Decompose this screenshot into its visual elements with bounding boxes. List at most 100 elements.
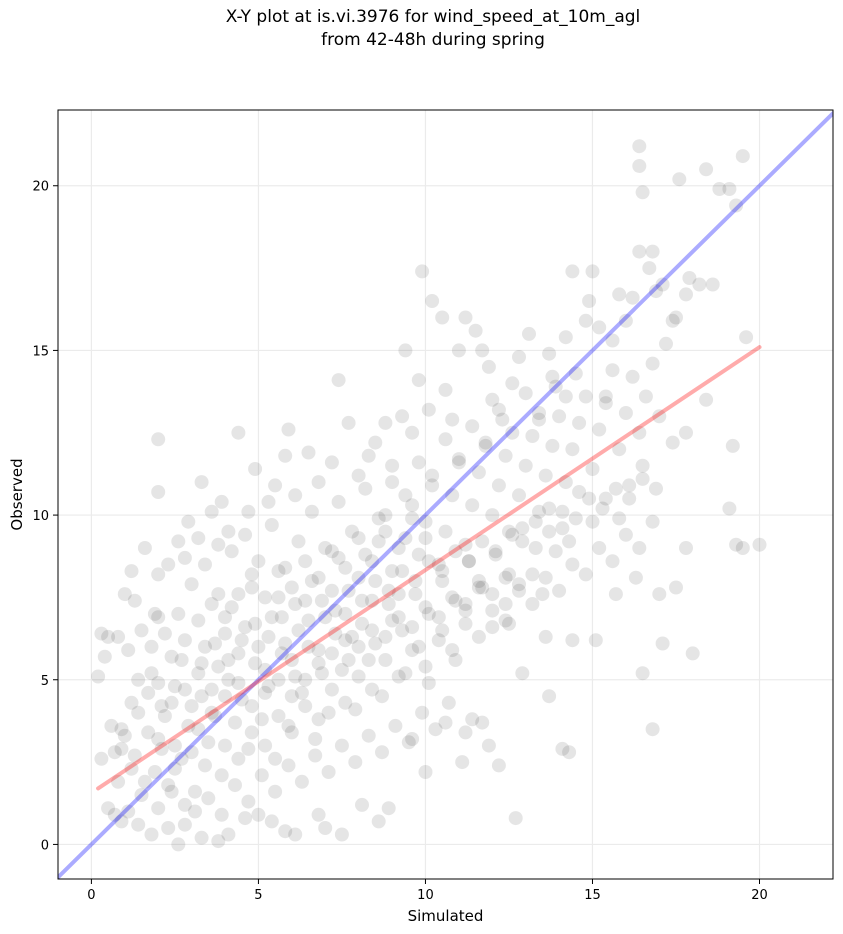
data-point [381,801,396,816]
data-point [334,662,349,677]
data-point [107,745,122,760]
data-point [435,574,450,588]
data-point [405,511,420,526]
plot-frame [57,109,834,880]
data-point [471,465,486,480]
y-tick-label: 20 [32,180,49,195]
data-point [421,606,436,621]
data-point [208,636,222,651]
data-point [598,389,613,404]
data-point [558,330,573,345]
data-point [542,346,557,361]
data-point [375,689,389,704]
data-point [121,804,136,819]
data-point [725,438,740,453]
data-point [274,646,289,661]
data-point [455,755,470,770]
data-point [361,448,376,463]
grid-lines [58,110,833,879]
data-point [351,531,366,546]
data-point [428,722,443,737]
data-point [391,587,406,602]
data-point [605,554,620,569]
chart-title: X-Y plot at is.vi.3976 for wind_speed_at… [0,6,843,52]
y-tick-label: 10 [32,509,49,524]
data-point [451,455,466,470]
data-point [445,488,460,503]
data-point [131,672,146,687]
data-point [512,350,526,364]
data-point [294,774,309,789]
data-point [498,613,513,628]
data-point [398,488,413,503]
data-point [254,768,269,783]
data-point [251,639,266,654]
data-point [712,182,727,196]
data-point [378,508,393,523]
data-point [445,412,460,427]
data-point [408,574,423,588]
data-point [411,639,426,654]
data-point [334,827,349,842]
data-point [568,511,583,526]
data-point [491,402,506,417]
data-point [415,705,430,720]
data-point [334,738,349,753]
data-point [542,524,557,539]
data-point [141,685,156,700]
data-point [248,462,263,476]
data-point [268,784,283,799]
data-point [104,718,119,733]
data-point [578,567,593,582]
data-point [167,679,182,694]
data-point [167,738,182,753]
data-point [324,682,339,697]
data-point [532,406,546,420]
data-point [729,198,744,213]
data-point [147,765,162,779]
data-point [481,738,496,753]
data-point [705,277,720,292]
data-point [548,379,563,394]
data-point [91,669,106,684]
data-point [268,751,283,766]
data-point [221,672,236,687]
data-point [164,784,179,799]
data-point [425,478,440,493]
data-point [161,557,176,572]
data-point [311,570,326,585]
data-point [97,649,112,664]
data-point [261,629,276,644]
data-point [365,554,379,569]
data-point [214,807,229,822]
data-point [421,676,436,690]
data-point [418,531,433,546]
data-point [211,587,226,602]
data-point [351,669,366,684]
data-point [475,715,490,730]
data-point [324,455,339,470]
data-point [355,797,369,812]
data-point [218,610,232,625]
data-point [308,732,323,746]
data-point [271,709,286,723]
data-point [699,392,714,407]
data-point [545,369,560,384]
data-point [151,676,166,690]
data-point [164,695,179,710]
data-point [151,485,166,499]
data-point [405,425,420,440]
data-point [244,699,259,714]
data-point [465,498,480,513]
data-point [151,801,166,816]
data-point [308,748,323,763]
data-point [244,580,259,595]
data-point [618,313,633,328]
data-point [228,715,242,730]
data-point [528,514,543,529]
data-point [288,597,303,611]
data-point [649,481,663,496]
data-point [451,452,466,467]
data-point [722,501,737,516]
data-point [144,666,159,681]
